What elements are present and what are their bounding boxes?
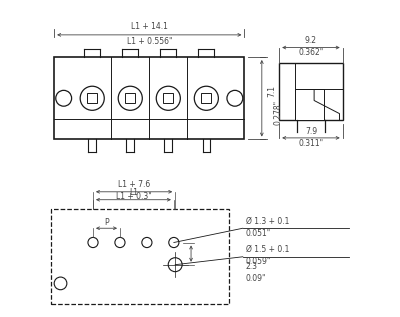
Text: 0.311": 0.311" xyxy=(298,139,324,147)
Bar xyxy=(54,57,244,139)
Text: Ø 1.3 + 0.1: Ø 1.3 + 0.1 xyxy=(246,217,289,226)
Text: 0.278": 0.278" xyxy=(273,100,282,125)
Text: L1: L1 xyxy=(129,189,138,197)
Text: 9.2: 9.2 xyxy=(305,36,317,45)
Text: 7.1: 7.1 xyxy=(268,85,276,97)
Text: P: P xyxy=(104,218,109,227)
Text: 0.059": 0.059" xyxy=(246,257,271,266)
Bar xyxy=(279,63,343,120)
Text: 0.09": 0.09" xyxy=(246,274,266,282)
Bar xyxy=(125,93,135,103)
Bar xyxy=(87,93,97,103)
Text: L1 + 0.3": L1 + 0.3" xyxy=(116,192,152,201)
Bar xyxy=(201,93,212,103)
Text: L1 + 7.6: L1 + 7.6 xyxy=(118,180,150,189)
Bar xyxy=(163,93,173,103)
Bar xyxy=(295,89,324,120)
Bar xyxy=(51,209,228,304)
Text: 0.051": 0.051" xyxy=(246,229,271,237)
Text: 7.9: 7.9 xyxy=(305,127,317,136)
Text: Ø 1.5 + 0.1: Ø 1.5 + 0.1 xyxy=(246,245,289,254)
Text: L1 + 0.556": L1 + 0.556" xyxy=(126,37,172,46)
Text: 2.3: 2.3 xyxy=(246,262,258,271)
Text: L1 + 14.1: L1 + 14.1 xyxy=(131,23,168,31)
Text: 0.362": 0.362" xyxy=(298,48,324,56)
